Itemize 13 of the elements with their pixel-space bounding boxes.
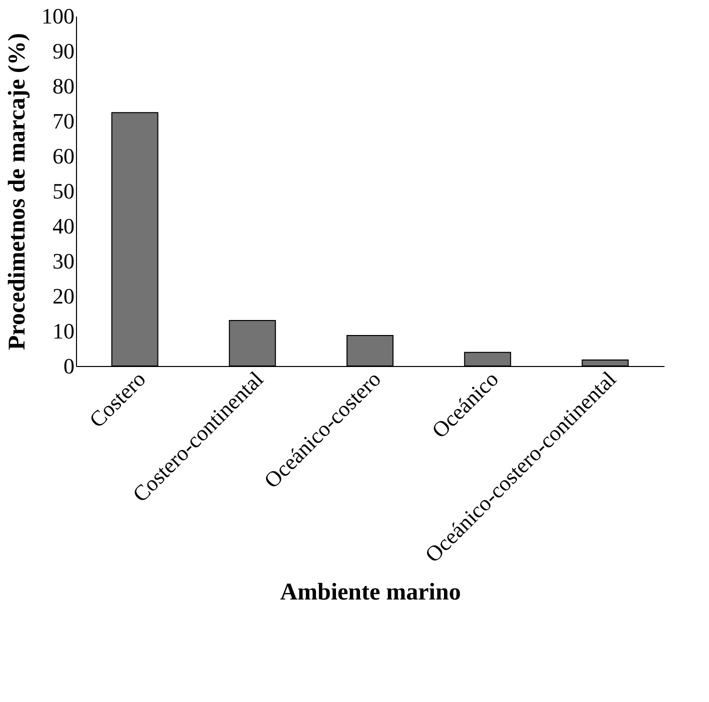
y-tick-label: 0	[64, 354, 74, 378]
y-tick-label: 30	[52, 248, 74, 274]
y-tick-label: 100	[42, 4, 74, 28]
y-tick-label: 10	[52, 318, 74, 344]
y-tick-label: 50	[52, 178, 74, 204]
x-axis-title: Ambiente marino	[280, 579, 461, 606]
y-axis-title: Procedimetnos de marcaje (%)	[4, 32, 30, 350]
y-tick-label: 60	[52, 144, 74, 168]
y-tick-label: 80	[52, 74, 74, 98]
y-tick-label: 90	[52, 38, 74, 64]
y-tick-label: 40	[52, 214, 74, 238]
y-tick-label: 70	[52, 108, 74, 134]
y-tick-label: 20	[52, 284, 74, 308]
